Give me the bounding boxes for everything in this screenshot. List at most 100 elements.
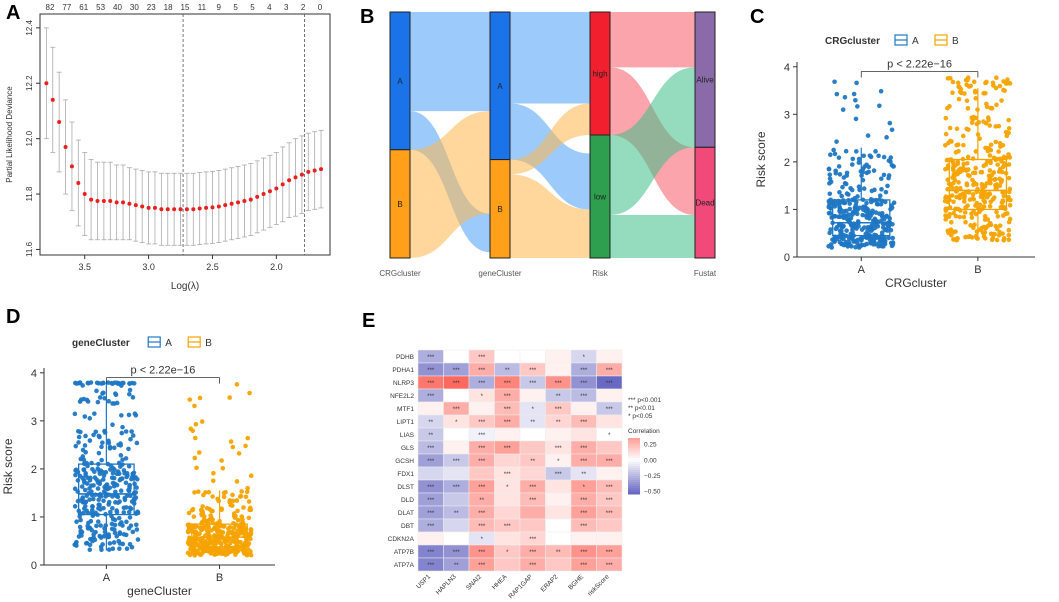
data-point — [854, 211, 860, 217]
data-point — [132, 411, 138, 417]
data-point — [74, 519, 79, 525]
data-point — [997, 83, 1003, 89]
data-point — [850, 235, 855, 240]
data-point — [244, 489, 250, 495]
data-point — [87, 416, 93, 421]
heatmap-cell — [494, 453, 521, 468]
data-point — [999, 98, 1004, 103]
data-point — [987, 191, 992, 196]
heatmap-significance: *** — [453, 550, 461, 556]
data-point — [968, 83, 974, 89]
data-point — [853, 97, 858, 103]
heatmap-cell — [494, 531, 521, 546]
data-point — [952, 237, 957, 242]
deviance-point — [159, 207, 164, 212]
data-point — [112, 517, 118, 523]
y-tick-label: 2 — [784, 157, 790, 169]
data-point — [84, 540, 90, 546]
panel-a-lasso-cv-chart: 82 77 61 53 40 30 23 18 15 11 9 5 5 4 3 2 0 3.5 3.0 2.5 2.0 1… — [5, 3, 331, 292]
heatmap-col-label: BGHE — [567, 573, 585, 591]
data-point — [72, 542, 78, 548]
flow-band — [510, 12, 590, 104]
colorbar-segment — [628, 464, 640, 467]
heatmap-significance: ** — [556, 420, 561, 426]
data-point — [951, 199, 956, 205]
data-point — [878, 88, 884, 94]
data-point — [99, 457, 104, 463]
data-point — [977, 202, 983, 208]
data-point — [997, 183, 1003, 189]
heatmap-significance: *** — [555, 446, 563, 452]
data-point — [110, 401, 115, 406]
deviance-point — [255, 194, 260, 199]
heatmap-cell — [519, 388, 546, 403]
data-point — [97, 503, 102, 509]
top-tick-label: 61 — [79, 3, 88, 12]
data-point — [98, 507, 103, 512]
data-point — [999, 169, 1005, 175]
data-point — [887, 120, 893, 126]
data-point — [124, 519, 129, 525]
data-point — [873, 210, 879, 215]
data-point — [102, 430, 108, 435]
data-point — [76, 440, 81, 445]
data-point — [127, 387, 133, 393]
heatmap-significance: *** — [478, 368, 486, 374]
heatmap-cell — [545, 518, 572, 533]
heatmap-significance: *** — [606, 407, 614, 413]
flow-band — [510, 174, 590, 258]
data-point — [247, 507, 252, 513]
deviance-point — [216, 204, 221, 209]
data-point — [959, 166, 965, 171]
data-point — [943, 213, 948, 218]
data-point — [961, 199, 967, 204]
data-point — [859, 242, 865, 248]
heatmap-significance: *** — [580, 420, 588, 426]
data-point — [955, 142, 961, 147]
heatmap-cell — [545, 349, 572, 364]
pvalue-label: p < 2.22e−16 — [887, 59, 952, 71]
data-point — [828, 152, 833, 158]
panel-e-heatmap: PDHB *** *** *PDHA1 *** *** *** ** *** *** ***NLRP… — [388, 349, 661, 600]
sankey-node-label: low — [594, 193, 606, 202]
data-point — [994, 209, 999, 215]
data-point — [233, 513, 238, 519]
data-point — [126, 412, 132, 418]
data-point — [78, 517, 83, 523]
deviance-point — [242, 198, 247, 203]
data-point — [854, 149, 859, 154]
data-point — [845, 241, 850, 247]
data-point — [951, 229, 956, 235]
deviance-point — [204, 205, 209, 210]
data-point — [133, 522, 139, 528]
data-point — [97, 434, 102, 440]
heatmap-cell — [570, 401, 597, 416]
data-point — [130, 471, 136, 477]
data-point — [235, 517, 241, 523]
data-point — [99, 444, 104, 450]
heatmap-significance: *** — [529, 563, 537, 569]
heatmap-col-label: USP1 — [415, 573, 432, 590]
data-point — [236, 451, 242, 456]
sankey-node-label: A — [397, 77, 403, 86]
data-point — [947, 125, 953, 131]
sankey-node-label: Alive — [696, 76, 714, 85]
top-tick-label: 9 — [217, 3, 222, 12]
data-point — [970, 177, 975, 183]
heatmap-cell — [545, 492, 572, 507]
data-point — [234, 382, 240, 387]
data-point — [962, 194, 967, 200]
deviance-point — [172, 207, 177, 212]
data-point — [84, 508, 89, 513]
heatmap-col-label: HHEA — [491, 573, 509, 591]
data-point — [196, 450, 202, 455]
data-point — [206, 549, 211, 554]
heatmap-cell — [545, 427, 572, 442]
heatmap-significance: ** — [556, 550, 561, 556]
data-point — [192, 435, 198, 441]
colorbar-segment — [628, 460, 640, 463]
data-point — [209, 545, 215, 550]
data-point — [982, 217, 988, 222]
data-point — [114, 471, 120, 477]
data-point — [244, 552, 250, 558]
